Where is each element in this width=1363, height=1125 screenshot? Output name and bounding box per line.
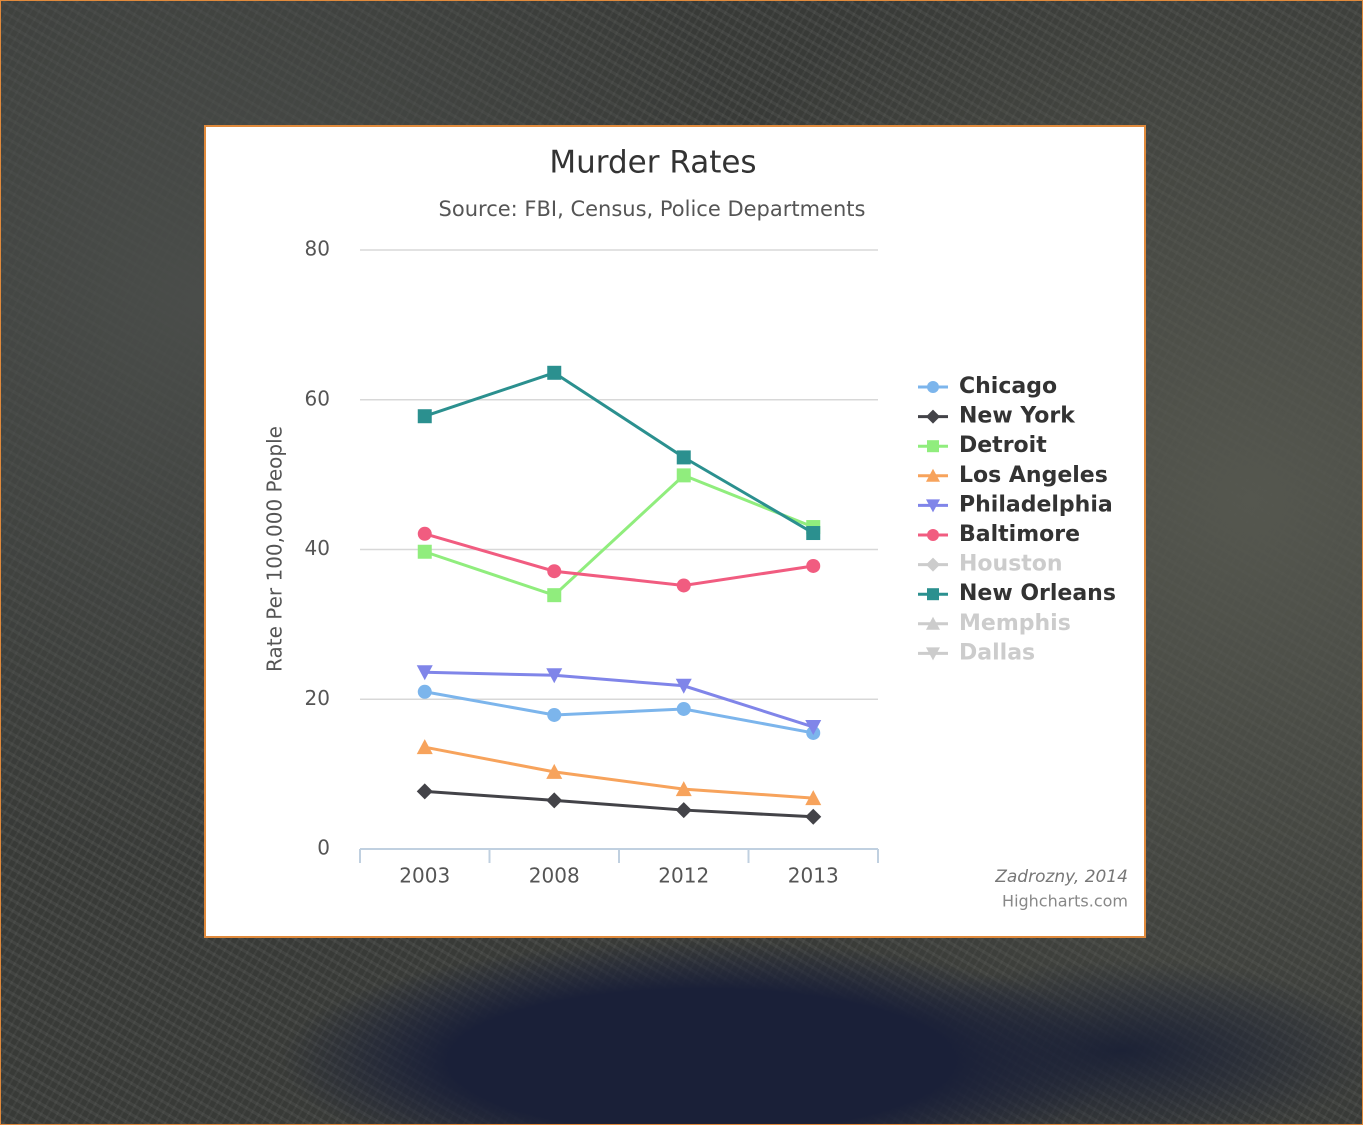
data-point xyxy=(547,564,562,579)
legend-item[interactable]: Houston xyxy=(918,552,1063,577)
legend-item[interactable]: Philadelphia xyxy=(918,492,1113,517)
legend-item[interactable]: Detroit xyxy=(918,433,1047,458)
data-point xyxy=(676,450,691,465)
legend-label: Los Angeles xyxy=(959,463,1108,488)
legend-label: Dallas xyxy=(959,640,1035,665)
data-point xyxy=(805,808,822,825)
data-point xyxy=(806,558,821,573)
data-point xyxy=(416,783,433,800)
chart-panel xyxy=(204,125,1146,938)
credit-note: Zadrozny, 2014 xyxy=(994,867,1128,887)
legend-label: Philadelphia xyxy=(959,492,1113,517)
y-tick-label: 60 xyxy=(305,386,330,410)
data-point xyxy=(676,578,691,593)
y-tick-label: 20 xyxy=(305,686,330,710)
x-tick-label: 2008 xyxy=(529,864,580,888)
legend-marker xyxy=(926,499,940,513)
data-point xyxy=(546,792,563,809)
legend-label: Chicago xyxy=(959,374,1057,399)
legend-label: Detroit xyxy=(959,433,1047,458)
data-point xyxy=(417,409,432,424)
legend-item[interactable]: Los Angeles xyxy=(918,463,1108,488)
legend-marker xyxy=(927,529,939,541)
legend-marker xyxy=(926,409,940,424)
data-point xyxy=(676,468,691,483)
data-point xyxy=(417,684,432,699)
data-point xyxy=(806,526,821,541)
data-point xyxy=(417,526,432,541)
chart-subtitle: Source: FBI, Census, Police Departments xyxy=(439,197,866,221)
legend-label: New York xyxy=(959,404,1076,429)
series-line xyxy=(424,745,814,800)
legend-marker xyxy=(926,647,940,661)
y-tick-label: 80 xyxy=(305,237,330,261)
series-line xyxy=(424,532,814,587)
x-tick-label: 2012 xyxy=(658,864,709,888)
data-point xyxy=(675,802,692,819)
legend-marker xyxy=(926,468,940,482)
series-line xyxy=(424,371,815,535)
data-point xyxy=(675,678,692,694)
data-point xyxy=(547,365,562,380)
data-point xyxy=(417,544,432,559)
data-point xyxy=(805,790,822,806)
data-point xyxy=(416,739,433,755)
legend-label: Baltimore xyxy=(959,522,1080,547)
legend-item[interactable]: Memphis xyxy=(918,611,1071,636)
y-tick-label: 40 xyxy=(305,536,330,560)
legend-item[interactable]: Chicago xyxy=(918,374,1057,399)
legend-marker xyxy=(927,381,939,393)
series-line xyxy=(424,473,814,597)
data-point xyxy=(805,719,822,735)
legend-marker xyxy=(926,557,940,572)
legend-item[interactable]: New York xyxy=(918,404,1076,429)
legend-marker xyxy=(926,616,940,630)
data-point xyxy=(547,588,562,603)
legend-marker xyxy=(927,588,939,601)
data-point xyxy=(546,763,563,779)
legend-item[interactable]: New Orleans xyxy=(918,581,1116,606)
series-line xyxy=(424,789,814,819)
legend-item[interactable]: Baltimore xyxy=(918,522,1080,547)
y-tick-label: 0 xyxy=(317,836,330,860)
series-line xyxy=(424,690,814,735)
series-line xyxy=(424,670,814,729)
chart-title: Murder Rates xyxy=(549,145,756,181)
legend-marker xyxy=(927,440,939,453)
data-point xyxy=(675,781,692,797)
data-point xyxy=(547,707,562,722)
credit[interactable]: Highcharts.com xyxy=(1002,892,1128,911)
legend-label: New Orleans xyxy=(959,581,1116,606)
legend-item[interactable]: Dallas xyxy=(918,640,1035,665)
data-point xyxy=(546,668,563,684)
x-tick-label: 2003 xyxy=(399,864,450,888)
legend-label: Houston xyxy=(959,552,1063,577)
legend-label: Memphis xyxy=(959,611,1071,636)
y-axis-title: Rate Per 100,000 People xyxy=(263,426,287,672)
x-tick-label: 2013 xyxy=(788,864,839,888)
data-point xyxy=(676,701,691,716)
data-point xyxy=(416,665,433,681)
